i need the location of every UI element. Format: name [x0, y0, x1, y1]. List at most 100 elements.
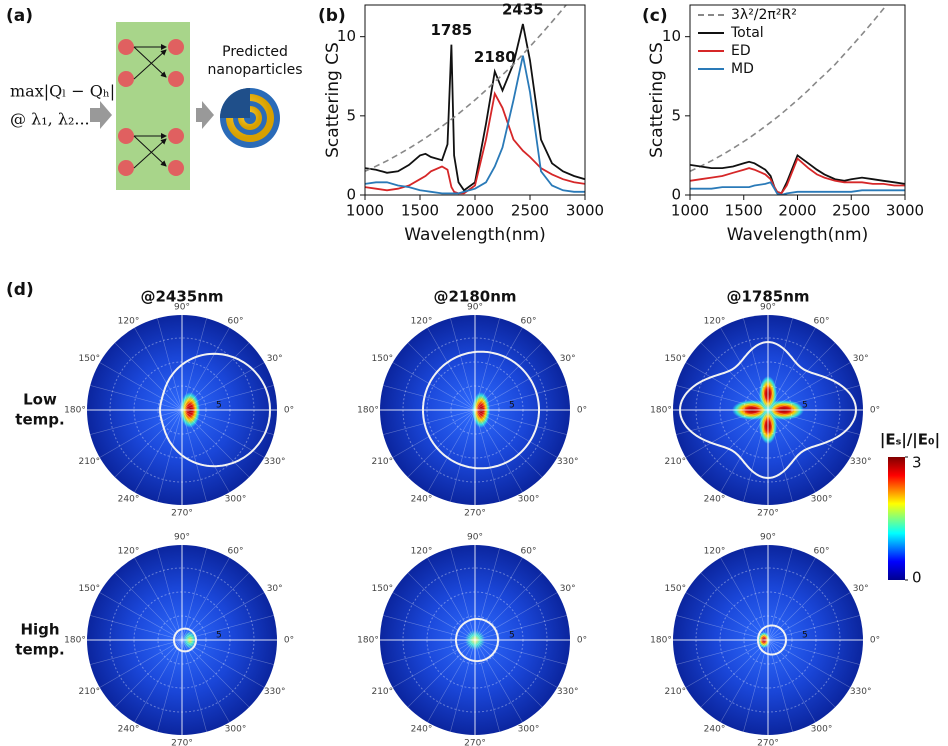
angle-label: 90°	[760, 533, 776, 543]
legend-label: 3λ²/2π²R²	[731, 7, 797, 23]
angle-label: 0°	[284, 406, 294, 416]
angle-label: 330°	[850, 457, 872, 467]
angle-label: 150°	[371, 584, 393, 594]
series-line	[690, 0, 905, 171]
angle-label: 270°	[171, 739, 193, 746]
angle-label: 240°	[118, 725, 140, 735]
angle-label: 180°	[650, 406, 672, 416]
x-tick-label: 2500	[511, 202, 549, 220]
angle-label: 0°	[870, 406, 880, 416]
radial-label: 5	[802, 631, 808, 641]
angle-label: 60°	[228, 546, 244, 556]
angle-label: 150°	[664, 584, 686, 594]
angle-label: 210°	[371, 457, 393, 467]
series-line	[690, 159, 905, 194]
angle-label: 180°	[357, 406, 379, 416]
angle-label: 180°	[64, 636, 86, 646]
output-label: Predicted	[222, 44, 288, 60]
x-tick-label: 1500	[725, 202, 763, 220]
angle-label: 210°	[371, 687, 393, 697]
angle-label: 0°	[577, 406, 587, 416]
angle-label: 300°	[811, 495, 833, 505]
angle-label: 90°	[174, 303, 190, 313]
angle-label: 150°	[78, 354, 100, 364]
angle-label: 180°	[650, 636, 672, 646]
x-tick-label: 1000	[671, 202, 709, 220]
radial-label: 5	[216, 631, 222, 641]
arrow	[196, 101, 214, 129]
polar-plot: 50°30°60°90°120°150°180°210°240°270°300°…	[357, 303, 587, 519]
series-line	[365, 0, 585, 171]
row-label: temp.	[15, 411, 64, 429]
panel-label: (d)	[6, 280, 34, 300]
x-axis-label: Wavelength(nm)	[727, 225, 868, 245]
polar-plot: 50°30°60°90°120°150°180°210°240°270°300°…	[650, 303, 880, 519]
y-tick-label: 0	[346, 186, 356, 204]
radial-label: 5	[802, 401, 808, 411]
y-tick-label: 5	[346, 106, 356, 124]
condition: @ λ₁, λ₂...	[10, 110, 90, 129]
x-axis-label: Wavelength(nm)	[404, 225, 545, 245]
objective: max|Qₗ − Qₕ|	[10, 82, 115, 101]
angle-label: 30°	[560, 584, 576, 594]
radial-label: 5	[509, 401, 515, 411]
legend-label: Total	[730, 25, 764, 41]
angle-label: 120°	[118, 546, 140, 556]
x-tick-label: 1500	[401, 202, 439, 220]
angle-label: 120°	[704, 546, 726, 556]
angle-label: 90°	[467, 303, 483, 313]
y-axis-label: Scattering CS	[647, 42, 667, 158]
panel-label: (a)	[6, 6, 33, 26]
polar-plot: 50°30°60°90°120°150°180°210°240°270°300°…	[64, 303, 294, 519]
peak-label: 2180	[474, 48, 516, 66]
angle-label: 30°	[853, 354, 869, 364]
angle-label: 180°	[357, 636, 379, 646]
colorbar-tick-label: 0	[912, 569, 922, 587]
angle-label: 300°	[225, 495, 247, 505]
angle-label: 210°	[664, 457, 686, 467]
angle-label: 270°	[757, 509, 779, 519]
colorbar-tick-label: 3	[912, 454, 922, 472]
angle-label: 60°	[521, 316, 537, 326]
angle-label: 60°	[228, 316, 244, 326]
angle-label: 90°	[760, 303, 776, 313]
angle-label: 120°	[118, 316, 140, 326]
angle-label: 240°	[411, 725, 433, 735]
angle-label: 210°	[664, 687, 686, 697]
y-tick-label: 5	[671, 106, 681, 124]
series-line	[365, 56, 585, 194]
angle-label: 30°	[267, 584, 283, 594]
angle-label: 60°	[814, 546, 830, 556]
angle-label: 240°	[118, 495, 140, 505]
row-label: High	[20, 621, 59, 639]
polar-plot: 50°30°60°90°120°150°180°210°240°270°300°…	[64, 533, 294, 746]
angle-label: 120°	[411, 316, 433, 326]
legend-label: MD	[731, 61, 754, 77]
angle-label: 150°	[664, 354, 686, 364]
panel-label: (b)	[318, 6, 346, 26]
polar-plot: 50°30°60°90°120°150°180°210°240°270°300°…	[650, 533, 880, 746]
angle-label: 330°	[264, 457, 286, 467]
y-axis-label: Scattering CS	[323, 42, 343, 158]
colorbar	[888, 457, 905, 580]
x-tick-label: 3000	[566, 202, 604, 220]
output-label: nanoparticles	[208, 62, 303, 78]
x-tick-label: 2000	[456, 202, 494, 220]
panel-label: (c)	[642, 6, 668, 26]
angle-label: 120°	[411, 546, 433, 556]
y-tick-label: 0	[671, 186, 681, 204]
angle-label: 330°	[557, 687, 579, 697]
angle-label: 210°	[78, 457, 100, 467]
arrow	[90, 101, 112, 129]
row-label: temp.	[15, 641, 64, 659]
radial-label: 5	[216, 401, 222, 411]
angle-label: 330°	[557, 457, 579, 467]
figure: (a) max|Qₗ − Qₕ| @ λ₁, λ₂... Predicted n…	[0, 0, 948, 746]
nanoparticle	[220, 88, 280, 148]
x-tick-label: 3000	[886, 202, 924, 220]
colorbar-label: |Eₛ|/|E₀|	[880, 431, 940, 450]
peak-label: 1785	[430, 21, 472, 39]
angle-label: 300°	[225, 725, 247, 735]
angle-label: 0°	[870, 636, 880, 646]
